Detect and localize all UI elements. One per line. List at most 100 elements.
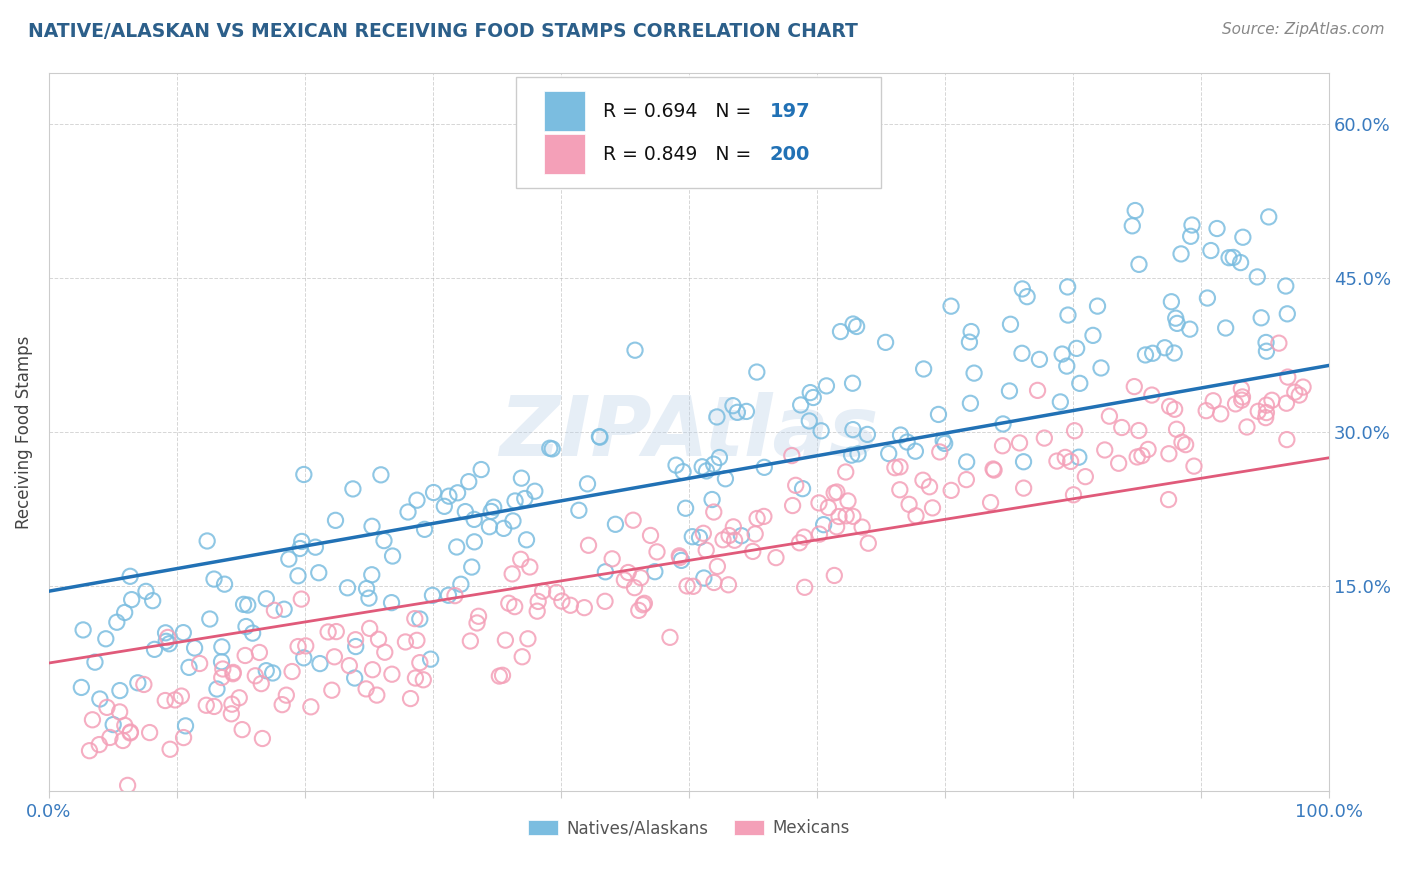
Point — [1250, 310, 1272, 325]
Point — [998, 384, 1021, 398]
Point — [823, 568, 845, 582]
Point — [568, 503, 591, 517]
Point — [541, 442, 564, 456]
Point — [98, 731, 121, 745]
Point — [785, 478, 807, 492]
Point — [523, 484, 546, 499]
Point — [889, 428, 911, 442]
Point — [503, 599, 526, 614]
Point — [531, 584, 554, 599]
Point — [644, 565, 666, 579]
Point — [1108, 456, 1130, 470]
Point — [465, 615, 488, 630]
Text: 197: 197 — [769, 102, 810, 120]
Point — [263, 603, 285, 617]
Point — [939, 299, 962, 313]
Point — [236, 598, 259, 612]
Point — [851, 520, 873, 534]
Point — [374, 645, 396, 659]
Point — [883, 460, 905, 475]
Point — [94, 632, 117, 646]
Point — [222, 665, 245, 680]
Point — [120, 726, 142, 740]
Point — [1275, 396, 1298, 410]
Point — [1257, 210, 1279, 224]
Point — [692, 526, 714, 541]
Point — [510, 649, 533, 664]
Point — [1153, 341, 1175, 355]
Point — [1128, 424, 1150, 438]
Point — [676, 579, 699, 593]
Point — [111, 733, 134, 747]
Point — [72, 623, 94, 637]
Point — [361, 519, 384, 533]
Point — [889, 459, 911, 474]
Point — [494, 633, 516, 648]
Point — [846, 447, 869, 461]
Point — [1202, 393, 1225, 408]
Point — [983, 463, 1005, 477]
Point — [551, 594, 574, 608]
Point — [765, 550, 787, 565]
Point — [789, 536, 811, 550]
Legend: Natives/Alaskans, Mexicans: Natives/Alaskans, Mexicans — [522, 813, 856, 844]
Point — [744, 527, 766, 541]
Point — [1026, 384, 1049, 398]
Point — [316, 624, 339, 639]
Point — [927, 408, 949, 422]
Point — [1195, 403, 1218, 417]
Point — [254, 591, 277, 606]
Point — [1246, 269, 1268, 284]
Point — [588, 429, 610, 443]
Point — [250, 676, 273, 690]
Point — [516, 632, 538, 646]
Point — [842, 509, 865, 524]
Point — [959, 396, 981, 410]
Point — [837, 494, 859, 508]
Point — [578, 538, 600, 552]
Point — [84, 655, 107, 669]
Point — [492, 521, 515, 535]
Point — [1247, 404, 1270, 418]
Point — [1066, 342, 1088, 356]
Point — [308, 566, 330, 580]
Point — [105, 615, 128, 630]
Point — [825, 520, 848, 534]
Point — [574, 600, 596, 615]
Point — [1126, 450, 1149, 464]
Point — [1256, 344, 1278, 359]
Point — [1098, 409, 1121, 424]
Point — [841, 448, 863, 462]
Point — [120, 725, 142, 739]
Point — [361, 663, 384, 677]
Point — [1074, 469, 1097, 483]
Point — [921, 500, 943, 515]
Point — [242, 626, 264, 640]
Point — [1230, 393, 1253, 408]
Point — [396, 505, 419, 519]
Point — [711, 533, 734, 547]
Point — [841, 376, 863, 391]
Point — [1222, 251, 1244, 265]
Point — [815, 379, 838, 393]
Point — [277, 552, 299, 566]
Point — [157, 637, 180, 651]
Point — [502, 514, 524, 528]
Point — [1059, 454, 1081, 468]
Point — [695, 543, 717, 558]
Point — [114, 718, 136, 732]
Point — [515, 533, 537, 547]
Point — [745, 511, 768, 525]
Point — [488, 669, 510, 683]
Point — [413, 522, 436, 536]
Text: NATIVE/ALASKAN VS MEXICAN RECEIVING FOOD STAMPS CORRELATION CHART: NATIVE/ALASKAN VS MEXICAN RECEIVING FOOD… — [28, 22, 858, 41]
Point — [70, 681, 93, 695]
Point — [621, 513, 644, 527]
Point — [1206, 221, 1229, 235]
Point — [380, 596, 402, 610]
Point — [156, 631, 179, 645]
Point — [373, 533, 395, 548]
Point — [336, 581, 359, 595]
Point — [1011, 346, 1033, 360]
Point — [273, 602, 295, 616]
